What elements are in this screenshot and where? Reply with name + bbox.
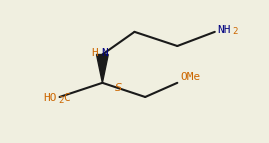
Text: 2: 2: [58, 96, 63, 105]
Text: S: S: [115, 84, 122, 94]
Text: OMe: OMe: [180, 72, 200, 82]
Text: N: N: [101, 48, 108, 58]
Text: H: H: [92, 48, 98, 58]
Text: 2: 2: [232, 27, 238, 36]
Text: HO: HO: [43, 93, 57, 103]
Text: NH: NH: [217, 25, 231, 35]
Text: C: C: [63, 93, 69, 103]
Polygon shape: [97, 54, 108, 83]
